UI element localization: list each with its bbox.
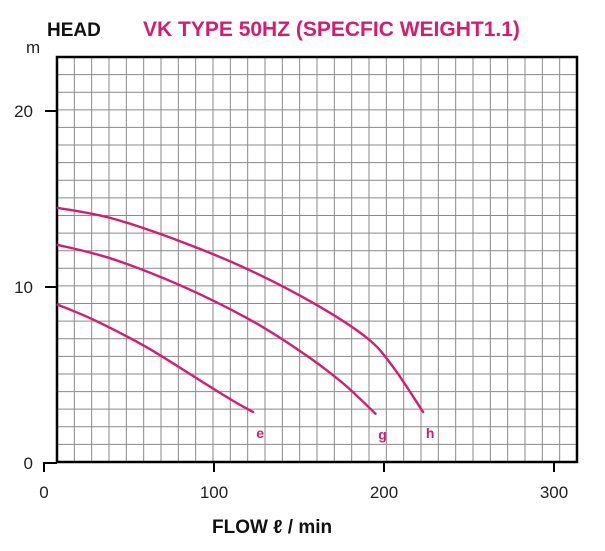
x-axis-label: FLOW ℓ / min: [212, 517, 332, 538]
plot-frame: [55, 55, 579, 464]
y-axis-unit: m: [26, 38, 40, 57]
x-tick-label: 300: [540, 483, 568, 502]
chart-title: VK TYPE 50HZ (SPECFIC WEIGHT1.1): [143, 18, 520, 41]
series-line-e: [56, 303, 255, 414]
series-line-h: [56, 206, 425, 414]
series-line-g: [56, 243, 377, 415]
y-tick-label: 10: [14, 278, 33, 297]
y-tick-label: 0: [24, 454, 33, 473]
y-axis-label: HEAD: [47, 20, 101, 41]
y-tick-label: 20: [14, 102, 33, 121]
x-tick-label: 200: [370, 483, 398, 502]
series-label-g: g: [378, 427, 387, 443]
x-tick-label: 100: [200, 483, 228, 502]
series-label-e: e: [256, 425, 264, 441]
x-tick-label: 0: [39, 483, 48, 502]
grid: [57, 57, 577, 462]
series-label-h: h: [426, 425, 435, 441]
